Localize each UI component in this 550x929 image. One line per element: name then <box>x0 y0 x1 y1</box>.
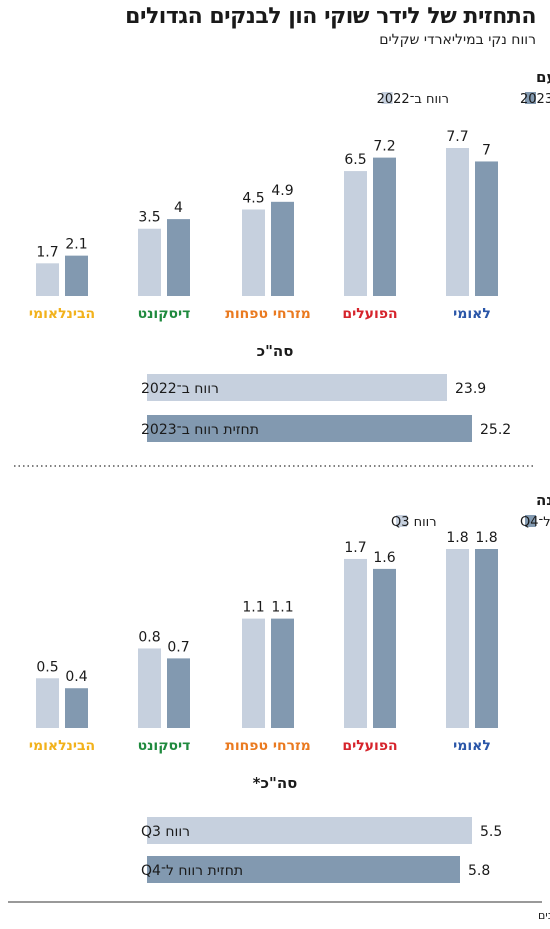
legend-label: תחזית רווח ל־Q4 <box>520 515 550 530</box>
legend-swatch-dark <box>525 92 536 104</box>
total-row-value: 5.5 <box>480 824 502 840</box>
bar-1-3-s1 <box>167 658 190 728</box>
legend-swatch-dark <box>525 515 536 527</box>
total-row-value: 5.8 <box>468 863 490 879</box>
bar-0-0-s0 <box>446 148 469 296</box>
category-label: מזרחי טפחות <box>225 306 310 322</box>
footnote: *הפער בין הסה"כ למספרים בטבלה נובע מעיגו… <box>538 909 550 922</box>
bar-1-0-s1 <box>475 549 498 728</box>
data-label: 1.1 <box>242 600 264 616</box>
chart-title: המלחמה פגעה ברווחים ברבעון האחרון של השנ… <box>536 491 550 509</box>
bar-0-1-s1 <box>373 157 396 296</box>
total-row-value: 25.2 <box>480 422 511 438</box>
total-bar-0-1 <box>147 415 472 442</box>
bar-1-2-s1 <box>271 618 294 728</box>
category-label: דיסקונט <box>138 738 191 754</box>
bar-1-4-s1 <box>65 688 88 728</box>
page-title: התחזית של לידר שוקי הון לבנקים הגדולים <box>125 4 536 29</box>
bar-0-1-s0 <box>344 171 367 296</box>
chart-title: ותודה לריבית: הרווח המצרפי צפוי להיות הג… <box>536 68 550 86</box>
bar-0-4-s0 <box>36 263 59 296</box>
category-label: לאומי <box>453 738 491 754</box>
total-bar-0-0 <box>147 374 447 401</box>
data-label: 1.6 <box>373 550 395 566</box>
data-label: 1.7 <box>344 540 366 556</box>
category-label: הבינלאומי <box>29 306 95 322</box>
total-bar-1-0 <box>147 817 472 844</box>
total-row-label: תחזית רווח ל־Q4 <box>141 863 243 879</box>
data-label: 1.7 <box>36 244 58 260</box>
total-bar-1-1 <box>147 856 460 883</box>
total-row-label: תחזית רווח ב־2023 <box>141 422 259 438</box>
data-label: 4.5 <box>242 191 264 207</box>
data-label: 1.8 <box>475 530 497 546</box>
category-label: הבינלאומי <box>29 738 95 754</box>
data-label: 0.5 <box>36 659 58 675</box>
category-label: מזרחי טפחות <box>225 738 310 754</box>
category-label: דיסקונט <box>138 306 191 322</box>
bar-1-1-s1 <box>373 568 396 728</box>
bar-1-2-s0 <box>242 618 265 728</box>
bar-0-4-s1 <box>65 255 88 296</box>
bar-1-0-s0 <box>446 549 469 728</box>
legend-label: רווח Q3 <box>391 515 437 530</box>
bar-1-4-s0 <box>36 678 59 728</box>
data-label: 2.1 <box>65 237 87 253</box>
legend-swatch-light <box>381 92 393 104</box>
data-label: 0.7 <box>167 639 189 655</box>
page-subtitle: רווח נקי במיליארדי שקלים <box>379 32 536 48</box>
category-label: הפועלים <box>342 738 397 754</box>
legend-swatch-light <box>396 515 407 527</box>
total-row-value: 23.9 <box>455 381 486 397</box>
data-label: 4 <box>174 200 183 216</box>
data-label: 7.7 <box>446 129 468 145</box>
data-label: 7.2 <box>373 139 395 155</box>
bar-0-2-s1 <box>271 201 294 296</box>
data-label: 1.1 <box>271 600 293 616</box>
data-label: 7 <box>482 142 491 158</box>
data-label: 4.9 <box>271 183 293 199</box>
data-label: 0.8 <box>138 629 160 645</box>
total-row-label: רווח ב־2022 <box>141 381 219 397</box>
bar-1-1-s0 <box>344 558 367 728</box>
total-title: סה"כ* <box>253 774 298 792</box>
category-label: הפועלים <box>342 306 397 322</box>
total-row-label: רווח Q3 <box>141 824 190 840</box>
category-label: לאומי <box>453 306 491 322</box>
bar-0-0-s1 <box>475 161 498 296</box>
bar-0-2-s0 <box>242 209 265 296</box>
data-label: 3.5 <box>138 210 160 226</box>
bar-0-3-s1 <box>167 219 190 296</box>
bar-1-3-s0 <box>138 648 161 728</box>
data-label: 6.5 <box>344 152 366 168</box>
total-title: סה"כ <box>257 342 294 360</box>
legend-label: רווח ב־2022 <box>377 92 449 107</box>
data-label: 0.4 <box>65 669 87 685</box>
data-label: 1.8 <box>446 530 468 546</box>
bar-0-3-s0 <box>138 228 161 296</box>
legend-label: תחזית רווח ב־2023 <box>520 92 550 107</box>
